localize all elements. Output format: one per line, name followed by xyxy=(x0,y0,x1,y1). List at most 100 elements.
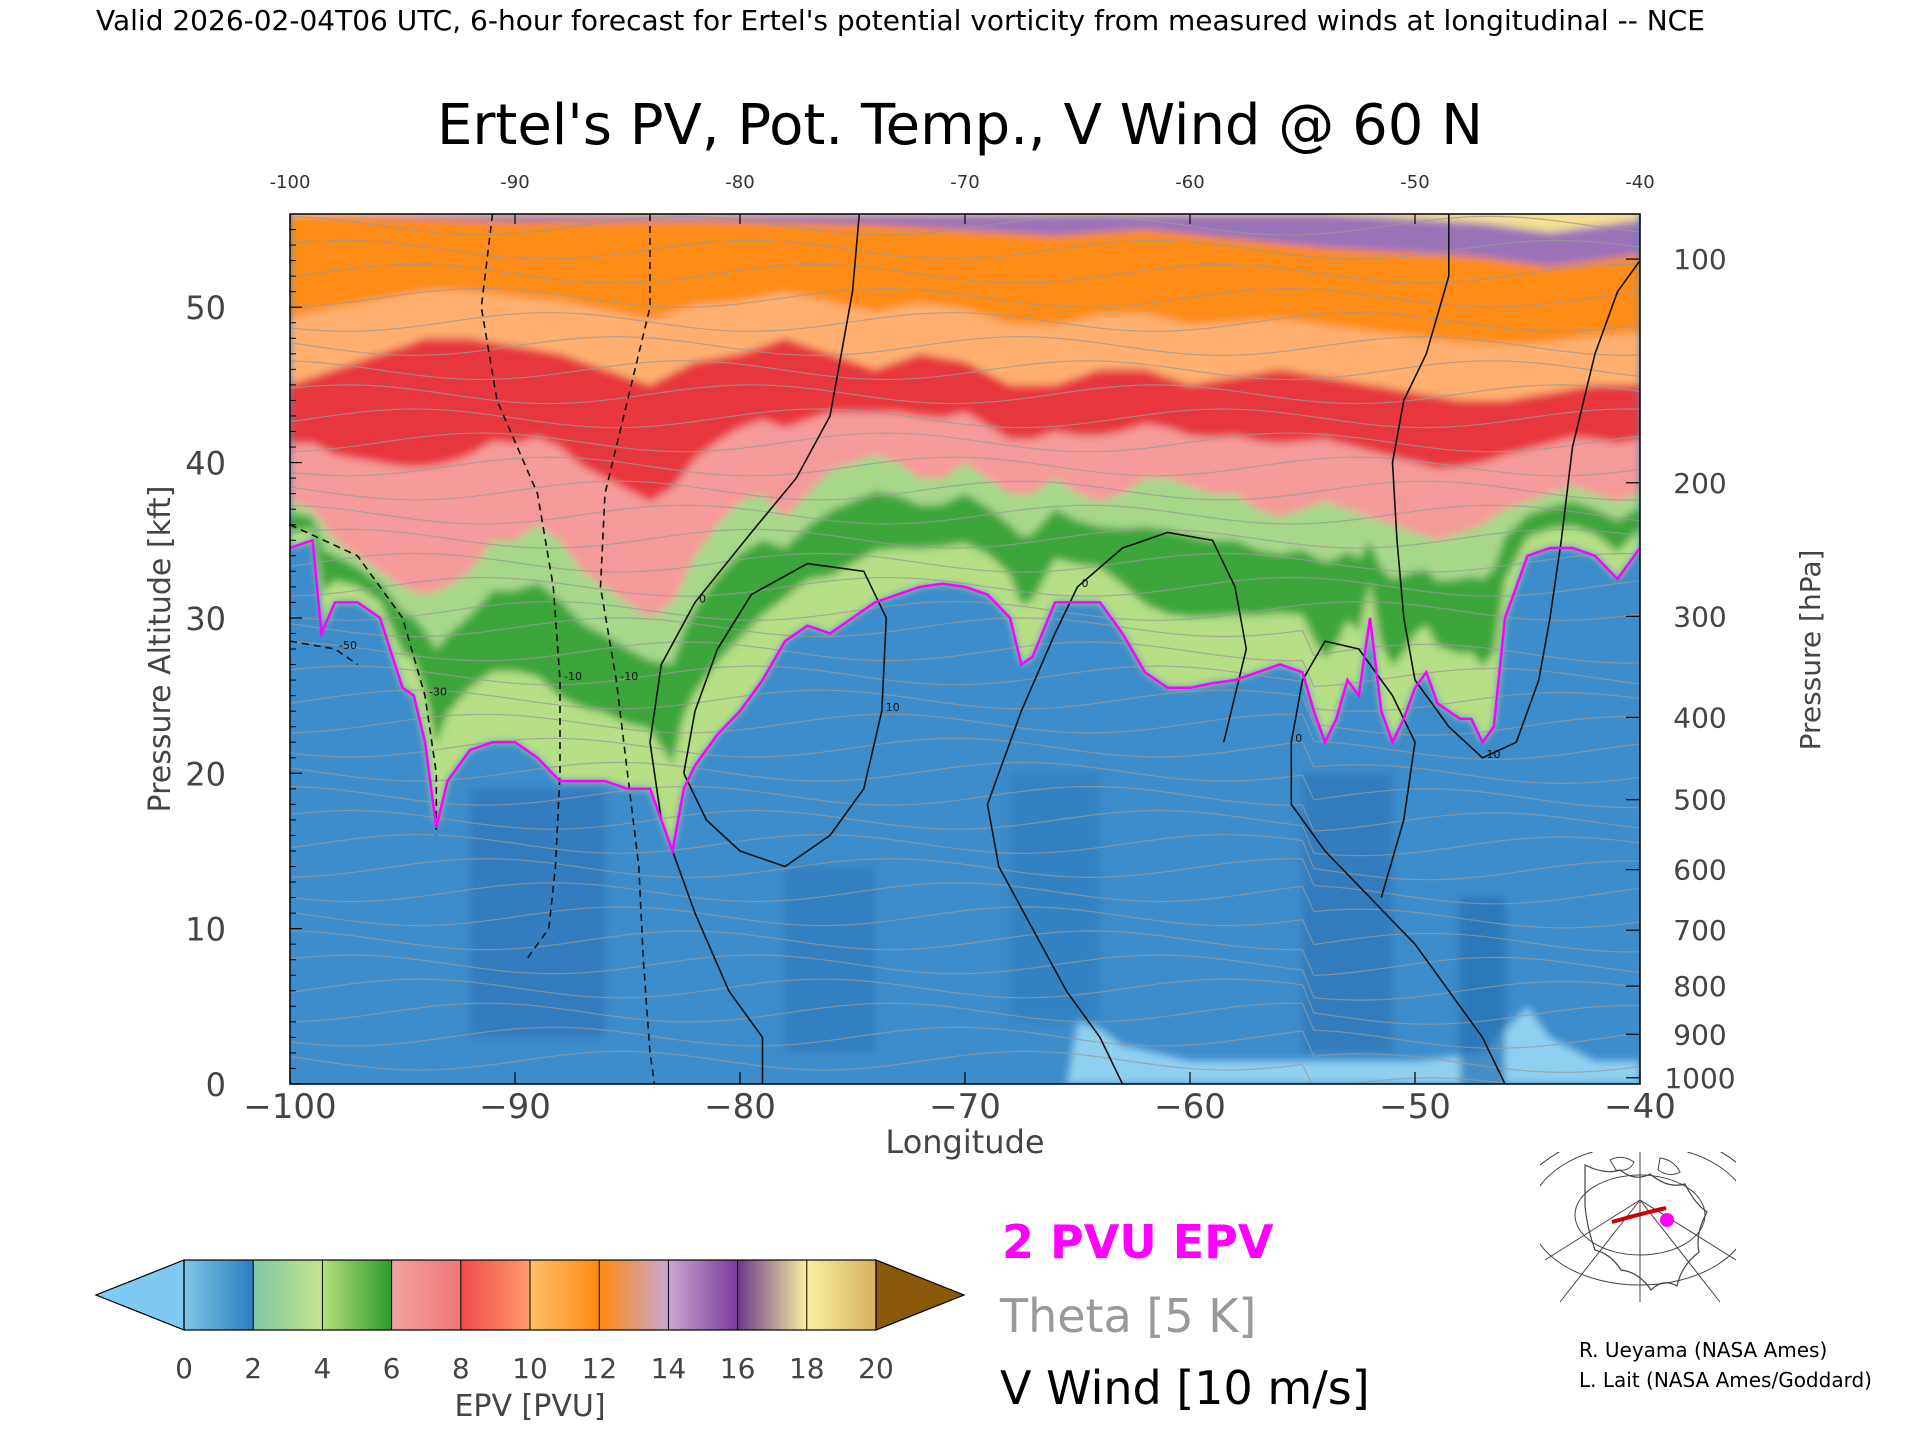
x-top-tick-label: -100 xyxy=(270,172,311,193)
low-pv-streak xyxy=(1010,773,1100,1022)
theta-isentrope xyxy=(290,858,1640,905)
y-tick-label: 40 xyxy=(185,445,226,483)
theta-isentrope xyxy=(290,480,1640,501)
colorbar-segment xyxy=(806,1260,876,1330)
colorbar-under-arrow xyxy=(94,1259,185,1331)
theta-isentrope xyxy=(290,785,1640,832)
low-pv-streak xyxy=(1302,773,1393,1053)
v-wind-contour-label: -10 xyxy=(620,670,638,683)
x-tick-label: −100 xyxy=(243,1087,336,1127)
band-pink-7pvu xyxy=(290,412,1640,618)
theta-isentrope xyxy=(290,239,1640,260)
valid-time-header: Valid 2026-02-04T06 UTC, 6-hour forecast… xyxy=(96,4,1705,37)
theta-isentrope xyxy=(290,263,1640,284)
y-tick-label: 30 xyxy=(185,600,226,638)
v-wind-contour-label: 0 xyxy=(699,592,706,605)
theta-isentrope xyxy=(290,906,1640,953)
theta-isentrope xyxy=(290,665,1640,712)
pressure-tick-label: 500 xyxy=(1673,784,1726,817)
colorbar-over-arrow xyxy=(875,1259,966,1331)
colorbar-segment xyxy=(184,1260,254,1330)
x-top-tick-label: -90 xyxy=(500,172,529,193)
theta-isentrope xyxy=(290,1002,1640,1049)
x-tick-label: −80 xyxy=(704,1087,776,1127)
v-wind-contour xyxy=(290,523,438,836)
x-top-tick-label: -80 xyxy=(725,172,754,193)
pressure-tick-label: 1000 xyxy=(1664,1062,1735,1095)
theta-isentrope xyxy=(290,737,1640,785)
colorbar-tick-label: 6 xyxy=(383,1352,401,1385)
colorbar-tick-label: 12 xyxy=(581,1352,617,1385)
colorbar-tick-label: 18 xyxy=(789,1352,825,1385)
v-wind-contour-label: -30 xyxy=(429,686,447,699)
colorbar-label: EPV [PVU] xyxy=(454,1389,605,1424)
colorbar-tick-label: 10 xyxy=(512,1352,548,1385)
theta-isentrope xyxy=(290,1026,1640,1073)
x-tick-label: −70 xyxy=(929,1087,1001,1127)
x-top-tick-label: -40 xyxy=(1625,172,1654,193)
colorbar-segment xyxy=(599,1260,669,1330)
pressure-tick-label: 900 xyxy=(1673,1018,1726,1051)
v-wind-contour xyxy=(986,531,1248,1084)
theta-isentrope xyxy=(290,689,1640,736)
x-tick-label: −40 xyxy=(1604,1087,1676,1127)
theta-isentrope xyxy=(290,882,1640,929)
colorbar-tick-label: 4 xyxy=(313,1352,331,1385)
chart-title: Ertel's PV, Pot. Temp., V Wind @ 60 N xyxy=(437,93,1483,158)
theta-isentrope xyxy=(290,713,1640,760)
colorbar-segment xyxy=(322,1260,392,1330)
v-wind-contour-label: -10 xyxy=(564,670,582,683)
theta-isentrope xyxy=(290,930,1640,977)
colorbar-segment xyxy=(737,1260,807,1330)
x-tick-label: −50 xyxy=(1379,1087,1451,1127)
theta-isentrope xyxy=(290,312,1640,332)
band-yellow-18pvu xyxy=(290,214,1640,233)
v-wind-contour-label: 10 xyxy=(1487,748,1501,761)
theta-isentrope xyxy=(290,761,1640,809)
theta-isentrope xyxy=(290,576,1640,597)
theta-isentrope xyxy=(290,552,1640,573)
theta-isentrope xyxy=(290,287,1640,308)
pressure-tick-label: 800 xyxy=(1673,970,1726,1003)
x-top-tick-label: -60 xyxy=(1175,172,1204,193)
theta-isentrope xyxy=(290,978,1640,1025)
v-wind-contour-label: -50 xyxy=(339,639,357,652)
colorbar-segment xyxy=(460,1260,530,1330)
y-tick-label: 10 xyxy=(185,911,226,949)
plot-area: 0 0 10 0 10 -10 -10 -50 -30 xyxy=(290,214,1640,1084)
colorbar-tick-label: 2 xyxy=(244,1352,262,1385)
low-pv-streak xyxy=(785,866,875,1053)
y-tick-label: 50 xyxy=(185,289,226,327)
y-axis-label-left: Pressure Altitude [kft] xyxy=(143,486,178,813)
credit-line-1: R. Ueyama (NASA Ames) xyxy=(1579,1338,1827,1362)
band-light-green-3pvu xyxy=(290,526,1640,851)
pressure-tick-label: 400 xyxy=(1673,701,1726,734)
y-tick-label: 20 xyxy=(185,755,226,793)
theta-isentrope xyxy=(290,336,1640,357)
theta-isentrope xyxy=(290,528,1640,549)
theta-isentrope xyxy=(290,834,1640,881)
colorbar-tick-label: 8 xyxy=(452,1352,470,1385)
v-wind-contour xyxy=(649,214,861,1084)
theta-isentrope xyxy=(290,641,1640,688)
legend-pv-label: 2 PVU EPV xyxy=(1002,1215,1274,1269)
colorbar-tick-label: 20 xyxy=(858,1352,894,1385)
pressure-tick-label: 100 xyxy=(1673,243,1726,276)
v-wind-contour xyxy=(1391,214,1640,759)
colorbar-tick-label: 14 xyxy=(651,1352,687,1385)
band-purple-15pvu xyxy=(290,214,1640,267)
x-tick-label: −90 xyxy=(479,1087,551,1127)
locator-latitude-arc xyxy=(1611,1206,1667,1224)
colorbar-segment xyxy=(253,1260,323,1330)
band-orange-light-11pvu xyxy=(290,290,1640,401)
x-tick-label: −60 xyxy=(1154,1087,1226,1127)
colorbar-segment xyxy=(391,1260,461,1330)
v-wind-contour xyxy=(599,214,656,1084)
locator-marker-icon xyxy=(1660,1213,1674,1227)
colorbar-tick-label: 0 xyxy=(175,1352,193,1385)
v-wind-contour xyxy=(290,640,358,666)
theta-isentrope xyxy=(290,432,1640,453)
theta-isentrope xyxy=(290,954,1640,1001)
x-axis-label: Longitude xyxy=(885,1123,1044,1161)
